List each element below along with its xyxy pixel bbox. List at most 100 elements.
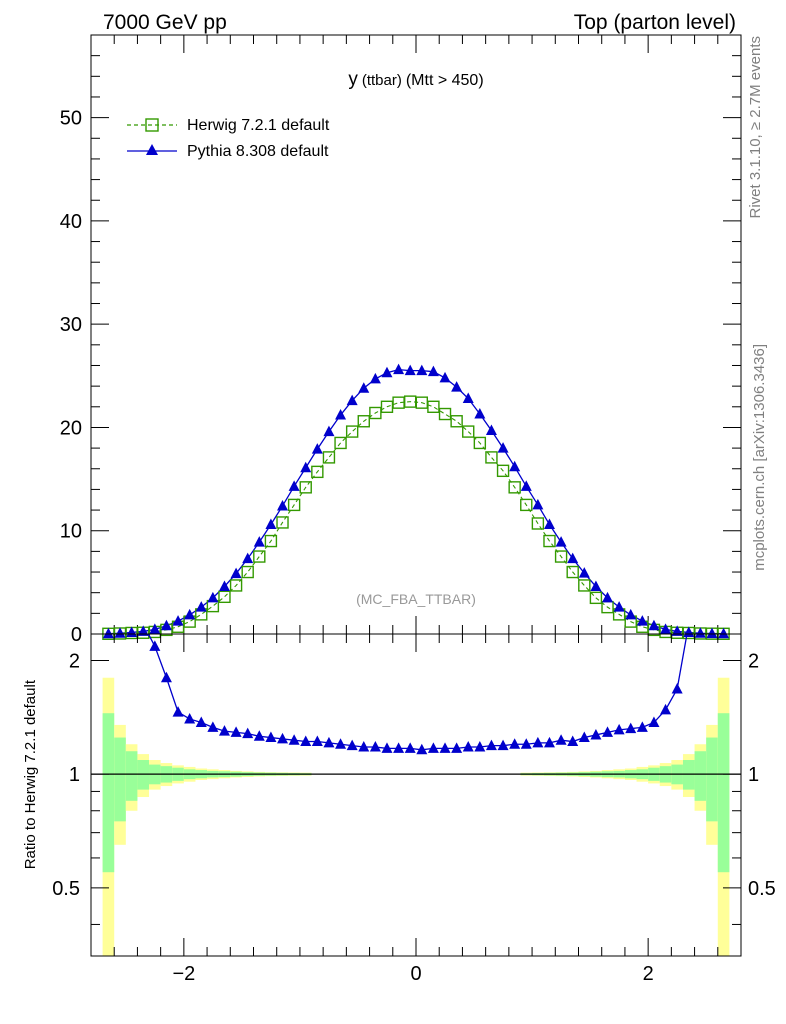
main-y-tick-label: 40 [60,211,82,233]
herwig-point [438,407,452,421]
uncertainty-band-inner [125,751,138,801]
herwig-point [218,590,231,604]
pythia-ratio-point [369,740,381,752]
main-y-tick-label: 10 [60,521,82,543]
herwig-point [427,400,440,413]
pythia-point [253,536,265,547]
ratio-x-tick-label: 0 [410,963,421,985]
title-small: (ttbar) [362,72,402,89]
pythia-ratio-point [474,740,486,752]
pythia-ratio-point [277,732,289,744]
uncertainty-band-inner [706,737,718,822]
pythia-ratio-point [149,640,161,651]
herwig-point [508,481,521,494]
pythia-ratio-point [311,735,323,747]
ratio-y-axis-label: Ratio to Herwig 7.2.1 default [22,679,39,869]
pythia-point [532,498,544,510]
herwig-point [241,565,254,579]
pythia-ratio-point [439,742,451,753]
ratio-y-tick-label-right: 1 [748,764,759,786]
pythia-point [242,552,254,564]
main-y-tick-label: 30 [60,314,82,336]
pythia-ratio-point [195,716,207,728]
legend-pythia-marker [146,144,158,155]
herwig-point [287,498,301,512]
pythia-point [590,580,602,591]
ratio-y-tick-label-right: 0.5 [748,878,776,900]
uncertainty-band-inner [102,713,115,873]
pythia-point [543,518,555,530]
legend-herwig-marker [145,118,159,132]
pythia-point [369,372,381,384]
legend-entry-pythia: Pythia 8.308 default [127,143,329,160]
pythia-ratio-point [520,738,532,749]
pythia-point [265,518,277,530]
pythia-ratio-point [300,735,312,747]
pythia-ratio-point [497,739,509,751]
pythia-point [451,381,463,392]
pythia-ratio-point [160,671,172,683]
pythia-ratio-point [636,721,648,732]
legend-pythia-label: Pythia 8.308 default [187,143,329,160]
pythia-point [277,499,289,511]
pythia-point [393,363,405,375]
pythia-ratio-point [485,739,497,751]
pythia-point [694,627,706,638]
pythia-ratio-point [172,706,184,717]
herwig-point [462,425,475,438]
pythia-point [184,608,196,620]
herwig-point [566,565,579,579]
pythia-point [381,366,393,378]
pythia-ratio-point [590,728,602,740]
herwig-point [554,550,568,563]
analysis-watermark: (MC_FBA_TTBAR) [356,591,476,607]
herwig-point [531,517,545,530]
pythia-ratio-point [288,734,300,745]
uncertainty-band-inner [114,737,126,822]
herwig-point [299,481,312,494]
herwig-point [357,415,370,428]
herwig-point [229,579,243,592]
ratio-y-tick-label: 0.5 [52,878,80,900]
main-y-tick-label: 20 [60,417,82,439]
pythia-ratio-point [671,683,683,694]
pythia-ratio-point [242,727,254,739]
pythia-point [462,392,474,404]
pythia-point [102,627,114,639]
pythia-point [636,615,648,626]
main-watermark: (MC_FBA_TTBAR) [356,591,476,607]
pythia-point [218,580,230,591]
rivet-version-label: Rivet 3.1.10, ≥ 2.7M events [747,36,764,219]
ratio-plot-panel: 0.5 0.5 1 1 2 2 −2 0 2 Ratio to Herwig 7.2.1 def… [22,633,776,985]
pythia-ratio-point [393,742,405,753]
pythia-ratio-point [335,738,347,749]
pythia-ratio-point [602,726,614,737]
pythia-point [427,365,439,377]
herwig-point [322,451,336,464]
pythia-point [625,608,637,620]
legend-entry-herwig: Herwig 7.2.1 default [127,117,330,134]
herwig-point [485,451,498,464]
herwig-point [496,464,510,478]
pythia-point [335,409,347,420]
pythia-ratio-point [451,742,463,753]
pythia-point [509,460,521,472]
header-left-label: 7000 GeV pp [103,11,227,34]
herwig-point [473,436,487,450]
pythia-ratio-point [613,723,625,735]
pythia-ratio-point [416,743,428,755]
pythia-point [497,442,509,453]
pythia-point [578,567,590,578]
herwig-point [543,534,556,548]
pythia-point [718,627,730,639]
pythia-point [706,627,718,639]
ratio-x-tick-label: −2 [172,963,195,985]
pythia-ratio-point [462,740,474,752]
pythia-point [439,371,451,383]
uncertainty-band-inner [694,751,707,801]
ratio-x-tick-label: 2 [643,963,654,985]
pythia-point [149,623,161,634]
legend-herwig-label: Herwig 7.2.1 default [187,117,330,134]
pythia-point [230,567,242,579]
